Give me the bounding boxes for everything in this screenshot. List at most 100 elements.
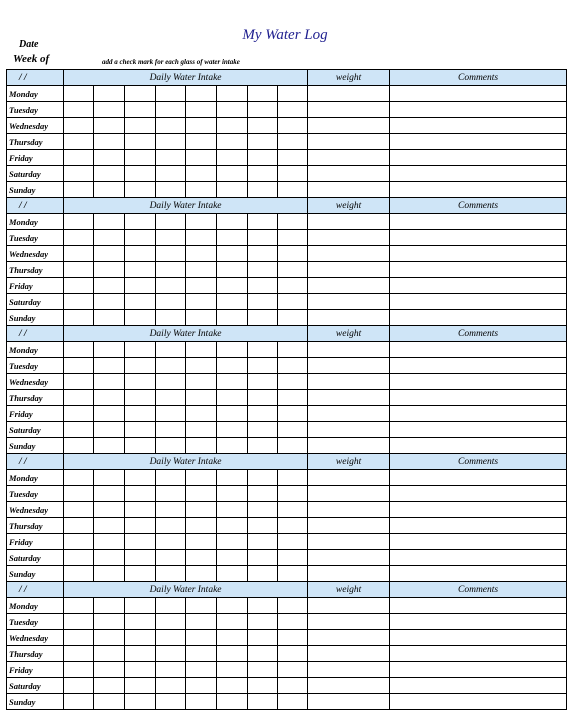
glass-checkbox-cell[interactable] <box>124 645 156 662</box>
weight-cell[interactable] <box>307 149 391 166</box>
glass-checkbox-cell[interactable] <box>247 517 278 534</box>
glass-checkbox-cell[interactable] <box>185 213 217 230</box>
comments-cell[interactable] <box>389 517 568 534</box>
glass-checkbox-cell[interactable] <box>276 437 309 454</box>
glass-checkbox-cell[interactable] <box>63 597 94 614</box>
glass-checkbox-cell[interactable] <box>247 613 278 630</box>
glass-checkbox-cell[interactable] <box>63 229 94 246</box>
glass-checkbox-cell[interactable] <box>276 165 309 182</box>
glass-checkbox-cell[interactable] <box>124 549 156 566</box>
weight-cell[interactable] <box>307 85 391 102</box>
glass-checkbox-cell[interactable] <box>63 85 94 102</box>
glass-checkbox-cell[interactable] <box>247 421 278 438</box>
glass-checkbox-cell[interactable] <box>93 597 125 614</box>
glass-checkbox-cell[interactable] <box>63 389 94 406</box>
glass-checkbox-cell[interactable] <box>124 117 156 134</box>
glass-checkbox-cell[interactable] <box>247 149 278 166</box>
glass-checkbox-cell[interactable] <box>63 613 94 630</box>
glass-checkbox-cell[interactable] <box>155 373 186 390</box>
comments-cell[interactable] <box>389 389 568 406</box>
glass-checkbox-cell[interactable] <box>185 117 217 134</box>
glass-checkbox-cell[interactable] <box>216 293 248 310</box>
glass-checkbox-cell[interactable] <box>216 501 248 518</box>
glass-checkbox-cell[interactable] <box>124 501 156 518</box>
glass-checkbox-cell[interactable] <box>63 149 94 166</box>
glass-checkbox-cell[interactable] <box>185 517 217 534</box>
glass-checkbox-cell[interactable] <box>247 357 278 374</box>
glass-checkbox-cell[interactable] <box>276 309 309 326</box>
weight-cell[interactable] <box>307 421 391 438</box>
glass-checkbox-cell[interactable] <box>276 149 309 166</box>
glass-checkbox-cell[interactable] <box>216 661 248 678</box>
glass-checkbox-cell[interactable] <box>216 181 248 198</box>
comments-cell[interactable] <box>389 133 568 150</box>
glass-checkbox-cell[interactable] <box>216 485 248 502</box>
glass-checkbox-cell[interactable] <box>247 437 278 454</box>
weight-cell[interactable] <box>307 165 391 182</box>
comments-cell[interactable] <box>389 117 568 134</box>
glass-checkbox-cell[interactable] <box>276 469 309 486</box>
glass-checkbox-cell[interactable] <box>185 549 217 566</box>
glass-checkbox-cell[interactable] <box>63 549 94 566</box>
comments-cell[interactable] <box>389 341 568 358</box>
glass-checkbox-cell[interactable] <box>63 213 94 230</box>
glass-checkbox-cell[interactable] <box>124 357 156 374</box>
glass-checkbox-cell[interactable] <box>185 341 217 358</box>
comments-cell[interactable] <box>389 277 568 294</box>
glass-checkbox-cell[interactable] <box>216 629 248 646</box>
glass-checkbox-cell[interactable] <box>185 229 217 246</box>
glass-checkbox-cell[interactable] <box>63 261 94 278</box>
glass-checkbox-cell[interactable] <box>276 549 309 566</box>
comments-cell[interactable] <box>389 373 568 390</box>
glass-checkbox-cell[interactable] <box>276 373 309 390</box>
glass-checkbox-cell[interactable] <box>63 501 94 518</box>
glass-checkbox-cell[interactable] <box>155 341 186 358</box>
weight-cell[interactable] <box>307 549 391 566</box>
weight-cell[interactable] <box>307 245 391 262</box>
glass-checkbox-cell[interactable] <box>63 245 94 262</box>
glass-checkbox-cell[interactable] <box>93 645 125 662</box>
glass-checkbox-cell[interactable] <box>93 181 125 198</box>
glass-checkbox-cell[interactable] <box>276 645 309 662</box>
glass-checkbox-cell[interactable] <box>216 133 248 150</box>
glass-checkbox-cell[interactable] <box>155 117 186 134</box>
glass-checkbox-cell[interactable] <box>155 533 186 550</box>
glass-checkbox-cell[interactable] <box>247 213 278 230</box>
glass-checkbox-cell[interactable] <box>124 213 156 230</box>
glass-checkbox-cell[interactable] <box>276 85 309 102</box>
glass-checkbox-cell[interactable] <box>276 405 309 422</box>
glass-checkbox-cell[interactable] <box>185 597 217 614</box>
weight-cell[interactable] <box>307 661 391 678</box>
comments-cell[interactable] <box>389 405 568 422</box>
glass-checkbox-cell[interactable] <box>93 277 125 294</box>
glass-checkbox-cell[interactable] <box>276 629 309 646</box>
comments-cell[interactable] <box>389 245 568 262</box>
glass-checkbox-cell[interactable] <box>216 245 248 262</box>
comments-cell[interactable] <box>389 677 568 694</box>
glass-checkbox-cell[interactable] <box>216 437 248 454</box>
glass-checkbox-cell[interactable] <box>216 613 248 630</box>
glass-checkbox-cell[interactable] <box>185 437 217 454</box>
comments-cell[interactable] <box>389 357 568 374</box>
glass-checkbox-cell[interactable] <box>155 389 186 406</box>
comments-cell[interactable] <box>389 85 568 102</box>
glass-checkbox-cell[interactable] <box>276 213 309 230</box>
glass-checkbox-cell[interactable] <box>124 341 156 358</box>
glass-checkbox-cell[interactable] <box>93 677 125 694</box>
glass-checkbox-cell[interactable] <box>93 661 125 678</box>
glass-checkbox-cell[interactable] <box>247 389 278 406</box>
comments-cell[interactable] <box>389 613 568 630</box>
glass-checkbox-cell[interactable] <box>276 341 309 358</box>
glass-checkbox-cell[interactable] <box>185 469 217 486</box>
glass-checkbox-cell[interactable] <box>155 613 186 630</box>
glass-checkbox-cell[interactable] <box>155 629 186 646</box>
glass-checkbox-cell[interactable] <box>124 629 156 646</box>
weight-cell[interactable] <box>307 341 391 358</box>
glass-checkbox-cell[interactable] <box>124 517 156 534</box>
weight-cell[interactable] <box>307 133 391 150</box>
glass-checkbox-cell[interactable] <box>155 85 186 102</box>
comments-cell[interactable] <box>389 149 568 166</box>
comments-cell[interactable] <box>389 645 568 662</box>
glass-checkbox-cell[interactable] <box>155 677 186 694</box>
glass-checkbox-cell[interactable] <box>216 469 248 486</box>
